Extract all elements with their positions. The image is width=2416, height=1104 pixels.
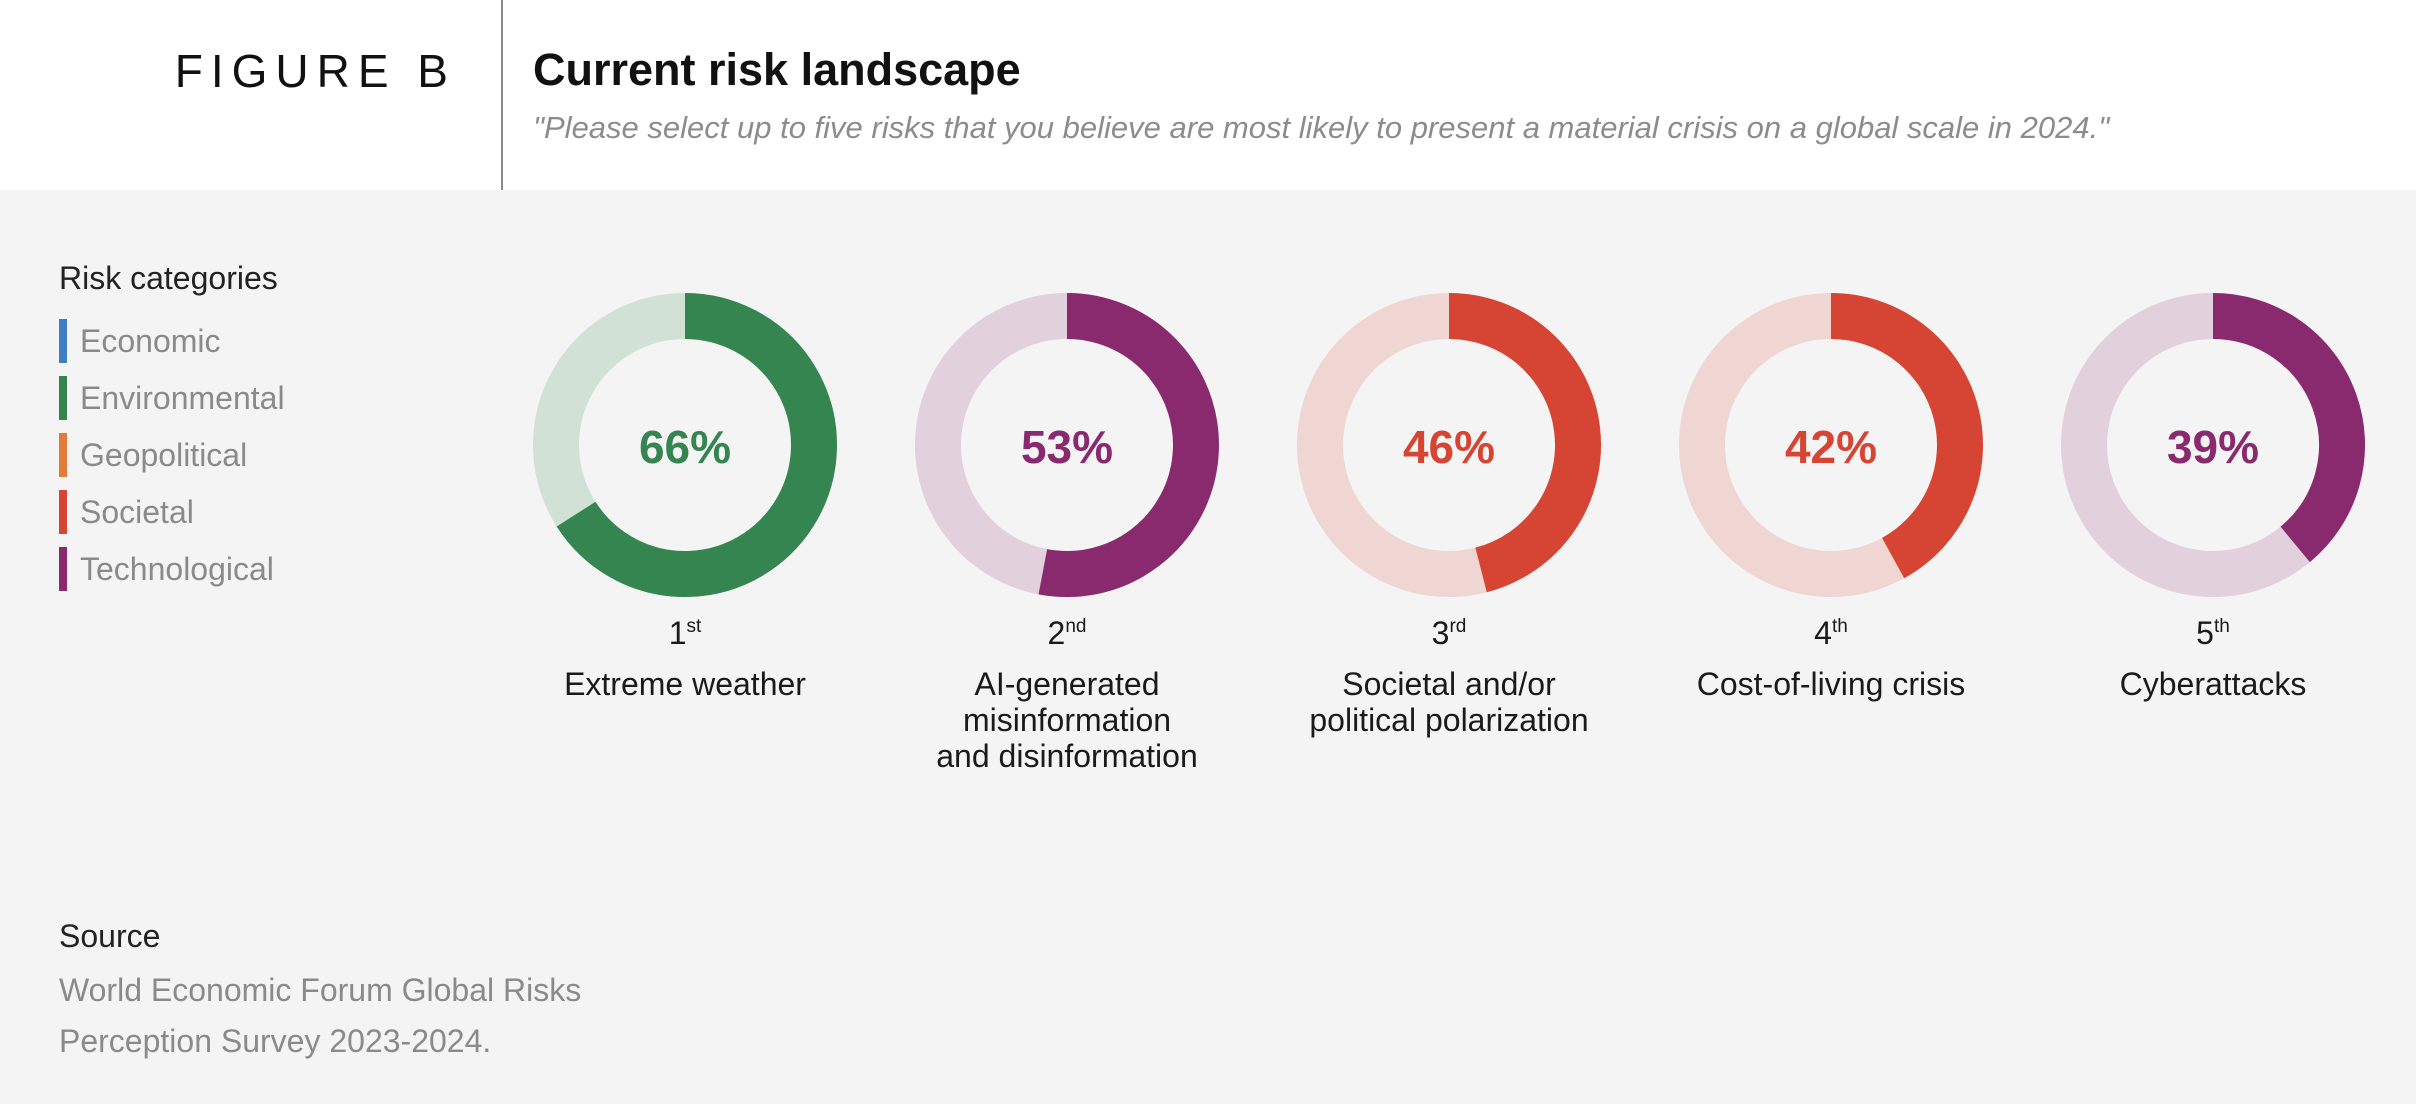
chart-panel: Risk categories Economic Environmental Geo… xyxy=(0,190,2416,1104)
chart-subtitle: "Please select up to five risks that you… xyxy=(533,110,2110,145)
rank-suffix: th xyxy=(1831,616,1848,637)
legend-label: Economic xyxy=(80,322,221,359)
donut-value-arc xyxy=(1038,293,1219,597)
risk-name: AI-generated misinformation and disinfor… xyxy=(936,666,1198,774)
donut-percent-label: 46% xyxy=(1402,421,1496,473)
source-text: World Economic Forum Global Risks Percep… xyxy=(59,972,582,1059)
donut-svg xyxy=(915,293,1219,597)
legend-swatch xyxy=(59,376,67,420)
risk-name: Societal and/or political polarization xyxy=(1309,666,1589,738)
risk-name: Cyberattacks xyxy=(2119,666,2307,702)
legend-swatch xyxy=(59,433,67,477)
legend-swatch xyxy=(59,319,67,363)
donut-value-arc xyxy=(1448,293,1601,593)
figure-label: FIGURE B xyxy=(174,45,456,97)
rank-label: 4th xyxy=(1641,615,2021,652)
donut-2: 53% xyxy=(907,285,1227,605)
legend-swatch xyxy=(59,547,67,591)
rank-suffix: nd xyxy=(1065,616,1087,637)
legend-item-geopolitical: Geopolitical xyxy=(59,432,247,478)
source-title: Source xyxy=(59,918,161,954)
legend-label: Societal xyxy=(80,493,194,530)
legend-label: Geopolitical xyxy=(80,436,248,473)
donut-percent-label: 53% xyxy=(1020,421,1114,473)
donut-value-arc xyxy=(1830,293,1983,579)
header-divider xyxy=(501,0,503,190)
rank-number: 2 xyxy=(1047,615,1066,651)
donut-svg xyxy=(1297,293,1601,597)
donut-percent-label: 39% xyxy=(2166,421,2260,473)
rank-label: 1st xyxy=(495,615,875,652)
figure-header: FIGURE B Current risk landscape "Please … xyxy=(0,0,2416,190)
legend-item-economic: Economic xyxy=(59,318,221,364)
rank-suffix: rd xyxy=(1449,616,1467,637)
rank-label: 3rd xyxy=(1259,615,1639,652)
legend-item-technological: Technological xyxy=(59,546,274,592)
rank-number: 3 xyxy=(1431,615,1450,651)
donut-percent-label: 42% xyxy=(1784,421,1878,473)
risk-name: Cost-of-living crisis xyxy=(1696,666,1966,702)
rank-suffix: th xyxy=(2213,616,2230,637)
donut-svg xyxy=(2061,293,2365,597)
rank-label: 2nd xyxy=(877,615,1257,652)
legend-label: Environmental xyxy=(80,379,285,416)
rank-number: 4 xyxy=(1814,615,1832,651)
donut-1: 66% xyxy=(525,285,845,605)
rank-number: 1 xyxy=(668,615,687,651)
risk-name: Extreme weather xyxy=(564,666,806,702)
rank-label: 5th xyxy=(2023,615,2403,652)
legend-label: Technological xyxy=(80,550,274,587)
donut-value-arc xyxy=(2212,293,2365,563)
donut-svg xyxy=(1679,293,1983,597)
donut-svg xyxy=(533,293,837,597)
donut-5: 39% xyxy=(2053,285,2373,605)
donut-percent-label: 66% xyxy=(638,421,732,473)
rank-suffix: st xyxy=(686,616,702,637)
legend-title: Risk categories xyxy=(59,260,278,296)
donut-4: 42% xyxy=(1671,285,1991,605)
donut-3: 46% xyxy=(1289,285,1609,605)
legend-item-environmental: Environmental xyxy=(59,375,285,421)
chart-title: Current risk landscape xyxy=(533,44,1021,95)
legend-item-societal: Societal xyxy=(59,489,194,535)
legend-swatch xyxy=(59,490,67,534)
donut-value-arc xyxy=(556,293,837,597)
rank-number: 5 xyxy=(2196,615,2214,651)
